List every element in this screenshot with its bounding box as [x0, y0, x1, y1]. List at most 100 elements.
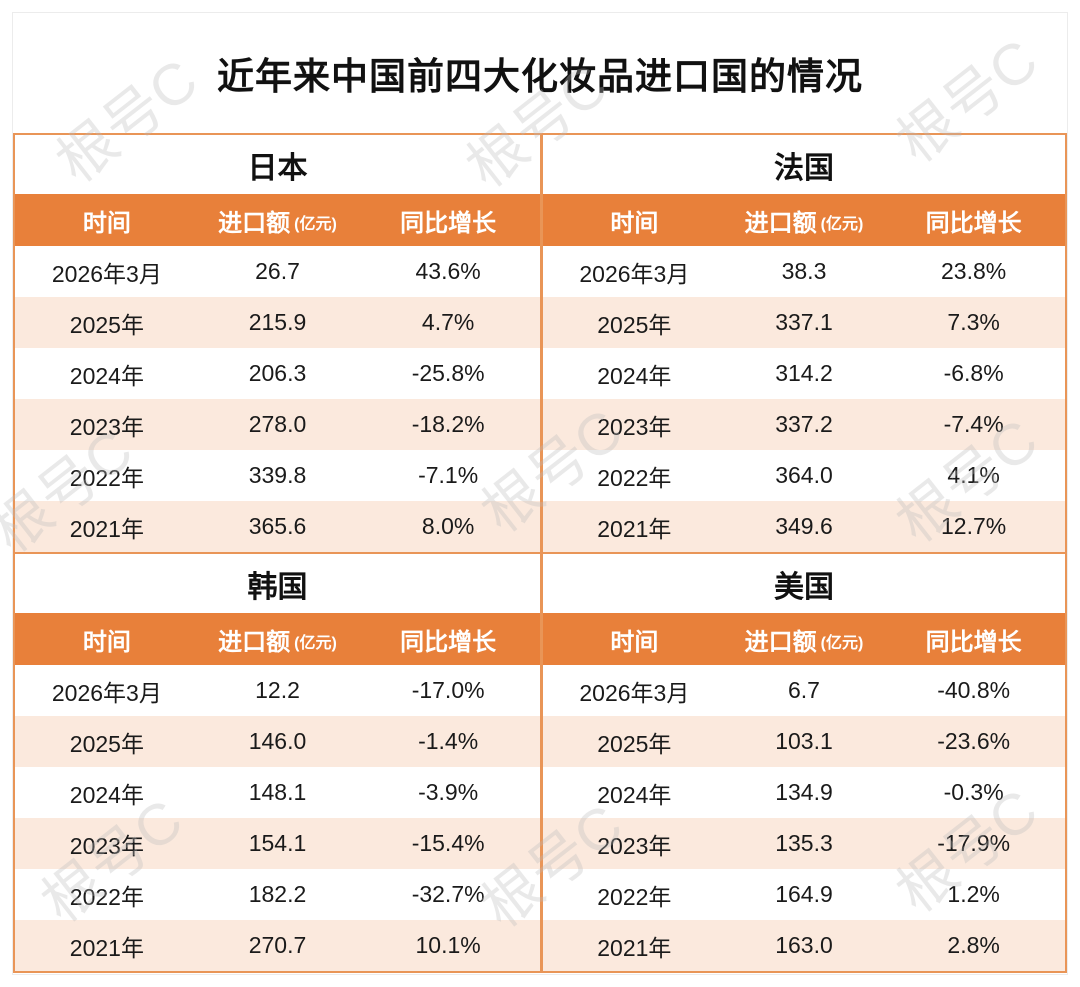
cell-time: 2025年	[69, 730, 144, 757]
cell-yoy: -23.6%	[937, 728, 1011, 754]
column-header-unit: (亿元)	[294, 635, 337, 652]
cell-import: 134.9	[775, 779, 833, 805]
table-row: 2026年3月 26.7 43.6%	[15, 246, 540, 297]
cell-yoy: -1.4%	[418, 728, 479, 754]
table-row: 2023年 337.2 -7.4%	[543, 399, 1065, 450]
column-header-row: 时间 进口额 (亿元) 同比增长	[15, 194, 540, 246]
cell-time: 2025年	[69, 311, 144, 338]
cell-import: 339.8	[248, 462, 307, 488]
cell-import: 182.2	[248, 881, 307, 907]
cell-yoy: -7.1%	[418, 462, 479, 488]
cell-import: 12.2	[255, 677, 300, 703]
cell-time: 2026年3月	[51, 679, 162, 706]
cell-time: 2023年	[597, 832, 672, 859]
column-header-time: 时间	[82, 209, 131, 237]
cell-yoy: -6.8%	[943, 360, 1004, 386]
country-title-japan: 日本	[15, 135, 540, 194]
cell-time: 2022年	[69, 883, 144, 910]
column-header-unit: (亿元)	[820, 635, 864, 652]
table-row: 2026年3月 38.3 23.8%	[543, 246, 1065, 297]
cell-time: 2021年	[597, 934, 672, 961]
cell-yoy: 4.7%	[421, 309, 475, 335]
column-header-row: 时间 进口额 (亿元) 同比增长	[15, 613, 540, 665]
cell-import: 148.1	[248, 779, 307, 805]
cell-import: 365.6	[248, 513, 307, 539]
table-row: 2024年 314.2 -6.8%	[543, 348, 1065, 399]
cell-time: 2021年	[597, 515, 672, 542]
table-row: 2025年 146.0 -1.4%	[15, 716, 540, 767]
column-header-yoy: 同比增长	[400, 628, 497, 656]
cell-import: 278.0	[248, 411, 307, 437]
cell-time: 2026年3月	[51, 260, 162, 287]
cell-yoy: 10.1%	[415, 932, 481, 958]
cell-yoy: -7.4%	[943, 411, 1004, 437]
cell-time: 2024年	[597, 362, 672, 389]
country-title-korea: 韩国	[15, 554, 540, 613]
cell-yoy: -17.9%	[937, 830, 1011, 856]
france-table: 法国 时间 进口额 (亿元) 同比增长 2026年3月 38.3 23.8% 2…	[540, 135, 1065, 552]
cell-time: 2023年	[597, 413, 672, 440]
country-title-france: 法国	[543, 135, 1065, 194]
cell-yoy: -0.3%	[943, 779, 1004, 805]
column-header-yoy: 同比增长	[400, 209, 497, 237]
cell-time: 2026年3月	[579, 679, 690, 706]
cell-yoy: -32.7%	[411, 881, 485, 907]
column-header-yoy: 同比增长	[925, 209, 1022, 237]
cell-import: 206.3	[248, 360, 307, 386]
import-tables: 日本 时间 进口额 (亿元) 同比增长 2026年3月 26.7 43.6% 2…	[13, 133, 1067, 973]
cell-import: 364.0	[775, 462, 833, 488]
cell-time: 2021年	[69, 515, 144, 542]
table-row: 2026年3月 6.7 -40.8%	[543, 665, 1065, 716]
column-header-import: 进口额 (亿元)	[218, 628, 337, 656]
table-row: 2025年 337.1 7.3%	[543, 297, 1065, 348]
cell-import: 26.7	[255, 258, 300, 284]
cell-yoy: 2.8%	[947, 932, 1000, 958]
cell-yoy: -15.4%	[411, 830, 485, 856]
cell-yoy: -17.0%	[411, 677, 485, 703]
korea-table: 韩国 时间 进口额 (亿元) 同比增长 2026年3月 12.2 -17.0% …	[15, 552, 540, 971]
cell-import: 314.2	[775, 360, 833, 386]
cell-yoy: 7.3%	[947, 309, 1000, 335]
cell-import: 6.7	[787, 677, 820, 703]
table-row: 2022年 339.8 -7.1%	[15, 450, 540, 501]
cell-import: 349.6	[775, 513, 833, 539]
cell-time: 2022年	[69, 464, 144, 491]
table-row: 2021年 270.7 10.1%	[15, 920, 540, 971]
cell-yoy: 23.8%	[941, 258, 1007, 284]
table-row: 2022年 364.0 4.1%	[543, 450, 1065, 501]
column-header-unit: (亿元)	[294, 216, 337, 233]
table-row: 2024年 148.1 -3.9%	[15, 767, 540, 818]
cell-time: 2025年	[597, 730, 672, 757]
table-row: 2022年 164.9 1.2%	[543, 869, 1065, 920]
column-header-unit: (亿元)	[820, 216, 864, 233]
table-row: 2024年 206.3 -25.8%	[15, 348, 540, 399]
cell-time: 2025年	[597, 311, 672, 338]
column-header-row: 时间 进口额 (亿元) 同比增长	[543, 613, 1065, 665]
cell-import: 164.9	[775, 881, 833, 907]
column-header-time: 时间	[610, 209, 659, 237]
table-row: 2023年 154.1 -15.4%	[15, 818, 540, 869]
cell-time: 2024年	[69, 781, 144, 808]
table-row: 2022年 182.2 -32.7%	[15, 869, 540, 920]
table-row: 2025年 215.9 4.7%	[15, 297, 540, 348]
cell-time: 2024年	[597, 781, 672, 808]
table-row: 2024年 134.9 -0.3%	[543, 767, 1065, 818]
table-row: 2021年 365.6 8.0%	[15, 501, 540, 552]
table-row: 2021年 163.0 2.8%	[543, 920, 1065, 971]
table-row: 2023年 135.3 -17.9%	[543, 818, 1065, 869]
column-header-time: 时间	[82, 628, 131, 656]
cell-yoy: 12.7%	[941, 513, 1007, 539]
japan-table: 日本 时间 进口额 (亿元) 同比增长 2026年3月 26.7 43.6% 2…	[15, 135, 540, 552]
country-title-usa: 美国	[543, 554, 1065, 613]
table-row: 2025年 103.1 -23.6%	[543, 716, 1065, 767]
cell-time: 2023年	[69, 832, 144, 859]
cell-time: 2026年3月	[579, 260, 690, 287]
cell-import: 337.1	[775, 309, 833, 335]
table-row: 2023年 278.0 -18.2%	[15, 399, 540, 450]
cell-time: 2022年	[597, 464, 672, 491]
cell-yoy: 4.1%	[947, 462, 1000, 488]
cell-yoy: -40.8%	[937, 677, 1011, 703]
cell-import: 163.0	[775, 932, 833, 958]
cell-import: 103.1	[775, 728, 833, 754]
cell-import: 270.7	[248, 932, 307, 958]
